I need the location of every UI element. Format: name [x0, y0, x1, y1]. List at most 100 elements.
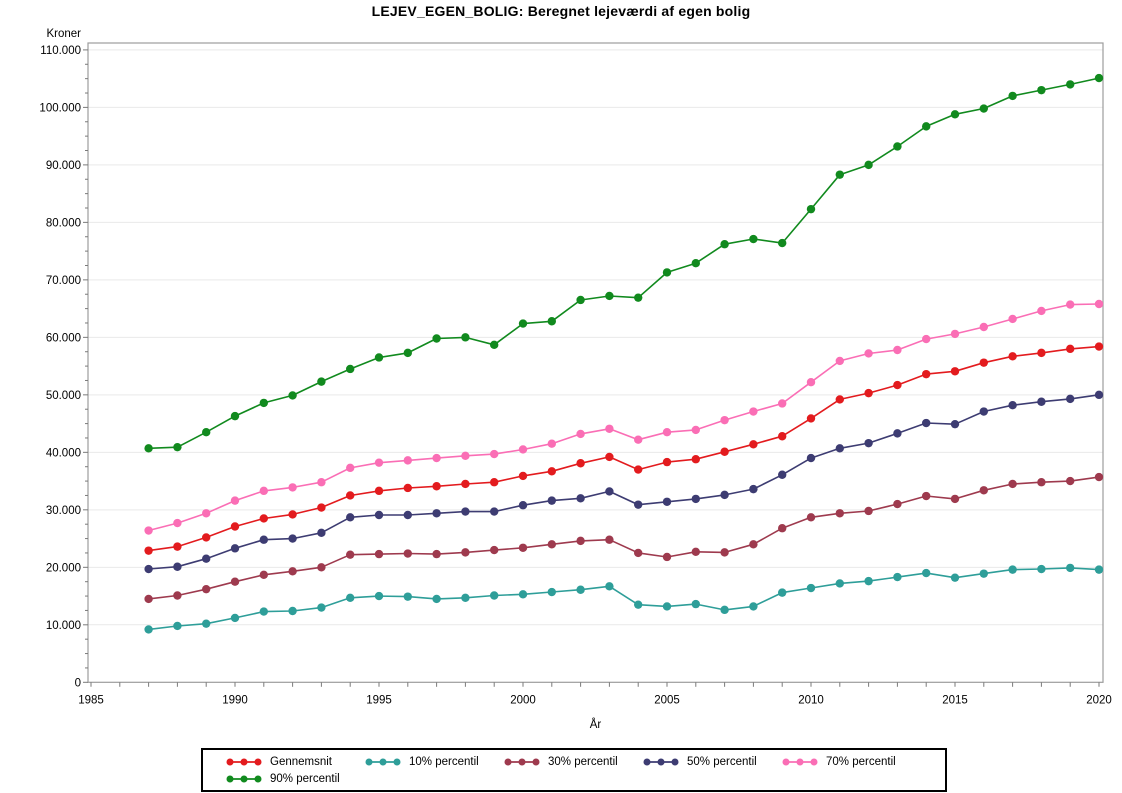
- series-marker-70-percentil: [202, 509, 211, 518]
- x-tick-label: 2020: [1086, 694, 1112, 706]
- legend-item: 10% percentil: [364, 753, 503, 770]
- y-tick-label: 100.000: [39, 102, 81, 114]
- series-marker-10-percentil: [778, 588, 787, 597]
- series-marker-10-percentil: [979, 569, 988, 578]
- series-marker-50-percentil: [490, 507, 499, 516]
- series-marker-10-percentil: [835, 579, 844, 588]
- series-marker-90-percentil: [144, 444, 153, 453]
- series-marker-10-percentil: [346, 593, 355, 602]
- series-marker-50-percentil: [144, 564, 153, 574]
- series-marker-10-percentil: [864, 576, 873, 586]
- series-marker-10-percentil: [950, 573, 960, 582]
- series-marker-70-percentil: [490, 449, 499, 459]
- series-marker-90-percentil: [749, 234, 758, 244]
- series-marker-30-percentil: [835, 509, 844, 518]
- series-marker-70-percentil: [835, 356, 844, 366]
- series-marker-10-percentil: [749, 602, 758, 611]
- series-marker-90-percentil: [662, 268, 672, 277]
- legend-series-marker-icon: [643, 758, 679, 765]
- series-marker-70-percentil: [922, 334, 931, 344]
- series-marker-10-percentil: [1094, 565, 1104, 574]
- series-marker-10-percentil: [634, 600, 643, 609]
- series-marker-10-percentil: [173, 621, 182, 631]
- series-line-90-percentil: [148, 77, 1100, 450]
- series-marker-90-percentil: [634, 293, 643, 302]
- series-marker-50-percentil: [403, 510, 412, 520]
- series-marker-50-percentil: [835, 444, 844, 453]
- series-marker-90-percentil: [173, 442, 182, 452]
- series-marker-30-percentil: [806, 513, 816, 522]
- legend-label: 10% percentil: [409, 755, 479, 768]
- series-marker-50-percentil: [374, 510, 384, 520]
- series-marker-50-percentil: [605, 487, 614, 496]
- series-marker-50-percentil: [634, 500, 643, 509]
- plot-area: 0 10.000 20.000 30.000 40.000 50.000 60.000 70.…: [39, 42, 1112, 706]
- y-tick-label: 10.000: [46, 620, 81, 632]
- series-marker-10-percentil: [317, 603, 326, 612]
- series-marker-70-percentil: [979, 322, 988, 332]
- series-marker-10-percentil: [202, 619, 211, 628]
- series-marker-90-percentil: [1037, 85, 1046, 95]
- legend-item: 30% percentil: [503, 753, 642, 770]
- series-marker-gennemsnit: [806, 414, 816, 423]
- series-marker-30-percentil: [1066, 476, 1075, 486]
- series-marker-50-percentil: [806, 453, 816, 463]
- series-marker-70-percentil: [518, 445, 528, 454]
- legend-item: 50% percentil: [642, 753, 781, 770]
- series-marker-70-percentil: [1008, 314, 1017, 324]
- series-marker-90-percentil: [346, 364, 355, 374]
- series-marker-10-percentil: [461, 593, 470, 602]
- series-marker-10-percentil: [403, 592, 412, 601]
- series-marker-30-percentil: [778, 524, 787, 533]
- series-marker-70-percentil: [547, 439, 556, 448]
- series-marker-30-percentil: [1037, 478, 1046, 487]
- series-marker-gennemsnit: [893, 380, 902, 390]
- series-marker-30-percentil: [605, 535, 614, 544]
- series-marker-70-percentil: [778, 399, 787, 408]
- series-marker-50-percentil: [749, 484, 758, 494]
- series-marker-50-percentil: [259, 535, 268, 544]
- series-marker-70-percentil: [230, 496, 240, 505]
- x-axis-title: År: [589, 719, 602, 731]
- series-marker-50-percentil: [576, 494, 585, 503]
- series-marker-90-percentil: [864, 160, 873, 170]
- series-marker-gennemsnit: [173, 542, 182, 551]
- series-marker-gennemsnit: [461, 479, 470, 489]
- series-marker-30-percentil: [461, 548, 470, 557]
- series-marker-gennemsnit: [979, 358, 988, 367]
- series-marker-90-percentil: [576, 295, 585, 305]
- series-marker-50-percentil: [1008, 400, 1017, 410]
- series-marker-50-percentil: [893, 429, 902, 438]
- series-line-50-percentil: [148, 394, 1100, 570]
- series-marker-90-percentil: [806, 204, 816, 214]
- series-marker-90-percentil: [835, 170, 844, 179]
- series-marker-30-percentil: [144, 594, 153, 604]
- series-marker-gennemsnit: [317, 503, 326, 512]
- series-marker-10-percentil: [288, 606, 297, 616]
- series-marker-70-percentil: [144, 526, 153, 535]
- series-marker-gennemsnit: [634, 465, 643, 474]
- series-marker-10-percentil: [662, 602, 672, 611]
- series-marker-90-percentil: [259, 398, 268, 408]
- series-marker-10-percentil: [518, 590, 528, 599]
- series-marker-70-percentil: [346, 463, 355, 473]
- legend-series-marker-icon: [226, 775, 262, 782]
- series-marker-30-percentil: [634, 548, 643, 558]
- legend-item: 90% percentil: [225, 770, 364, 787]
- series-marker-30-percentil: [749, 540, 758, 549]
- series-marker-gennemsnit: [547, 467, 556, 476]
- series-marker-gennemsnit: [403, 483, 412, 493]
- y-tick-label: 0: [75, 677, 81, 689]
- series-marker-90-percentil: [979, 104, 988, 113]
- series-marker-10-percentil: [605, 582, 614, 591]
- series-marker-70-percentil: [374, 458, 384, 467]
- series-marker-70-percentil: [893, 345, 902, 355]
- x-tick-label: 2005: [654, 694, 680, 706]
- series-marker-50-percentil: [230, 544, 240, 553]
- series-marker-90-percentil: [317, 377, 326, 386]
- series-marker-90-percentil: [1008, 91, 1017, 101]
- series-marker-70-percentil: [576, 429, 585, 439]
- legend-series-marker-icon: [782, 758, 818, 765]
- series-marker-30-percentil: [317, 563, 326, 572]
